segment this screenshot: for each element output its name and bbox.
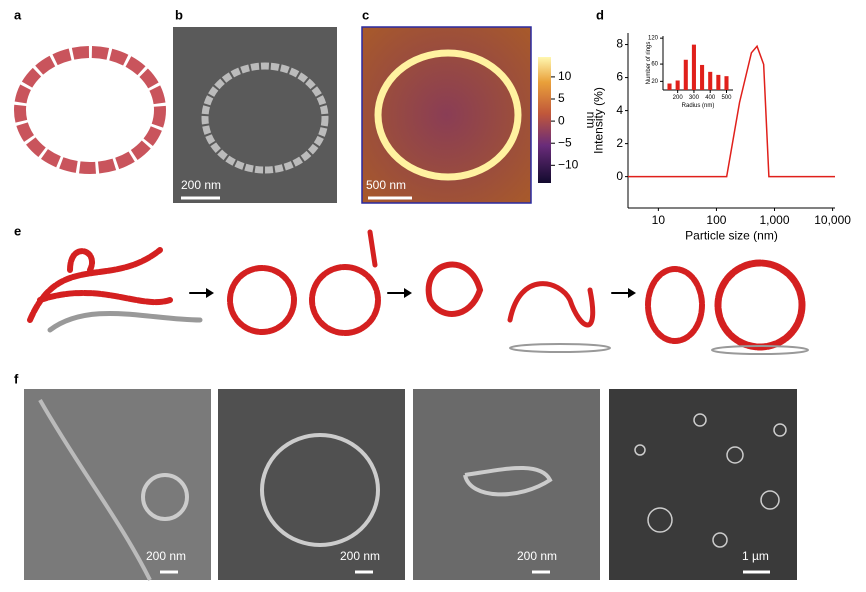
scale-bar-label: 200 nm	[517, 549, 557, 563]
x-axis-label: Radius (nm)	[682, 103, 715, 109]
x-tick-label: 100	[706, 213, 726, 227]
colorbar-tick-label: 0	[558, 113, 565, 127]
colorbar-tick-label: −5	[558, 135, 572, 149]
ribbon-models	[27, 229, 809, 355]
data-line	[628, 44, 835, 178]
colorbar-unit: nm	[584, 112, 598, 129]
sem-images: 200 nm 200 nm 200 nm 1 µm	[24, 389, 797, 581]
bar	[683, 59, 688, 90]
panel-label: b	[175, 7, 183, 22]
bar	[675, 80, 680, 90]
y-tick-label: 0	[616, 169, 623, 183]
bar	[724, 76, 729, 90]
scale-bar-label: 200 nm	[181, 178, 221, 192]
bar	[667, 83, 672, 90]
x-tick-label: 500	[721, 95, 732, 101]
ring-model	[14, 46, 166, 174]
colorbar-tick-label: 10	[558, 69, 572, 83]
y-tick-label: 2	[616, 136, 623, 150]
afm-image: 500 nm	[361, 26, 532, 204]
colorbar-tick-label: −10	[558, 157, 579, 171]
panel-label: e	[14, 223, 21, 238]
scale-bar-label: 500 nm	[366, 178, 406, 192]
scale-bar-label: 1 µm	[742, 549, 769, 563]
bar	[700, 64, 705, 90]
y-tick-label: 8	[616, 37, 623, 51]
scale-bar-label: 200 nm	[146, 549, 186, 563]
y-tick-label: 120	[648, 36, 659, 42]
y-axis-label: Number of rings	[646, 42, 652, 85]
x-tick-label: 200	[673, 95, 684, 101]
panel-label: d	[596, 7, 604, 22]
colorbar-tick-label: 5	[558, 91, 565, 105]
x-tick-label: 1,000	[760, 213, 790, 227]
x-tick-label: 400	[705, 95, 716, 101]
panel-label: f	[14, 371, 19, 386]
panel-label: a	[14, 7, 22, 22]
sem-image: 200 nm	[173, 27, 337, 203]
x-tick-label: 300	[689, 95, 700, 101]
y-tick-label: 60	[651, 62, 658, 68]
y-tick-label: 4	[616, 103, 623, 117]
y-tick-label: 6	[616, 70, 623, 84]
bar	[708, 71, 713, 90]
y-axis-label: Intensity (%)	[591, 87, 605, 154]
bar	[716, 74, 721, 90]
bar	[691, 44, 696, 90]
panel-label: c	[362, 7, 369, 22]
y-tick-label: 20	[651, 79, 658, 85]
scale-bar-label: 200 nm	[340, 549, 380, 563]
x-tick-label: 10	[652, 213, 666, 227]
colorbar	[538, 57, 551, 183]
x-tick-label: 10,000	[814, 213, 851, 227]
x-axis-label: Particle size (nm)	[685, 229, 778, 243]
